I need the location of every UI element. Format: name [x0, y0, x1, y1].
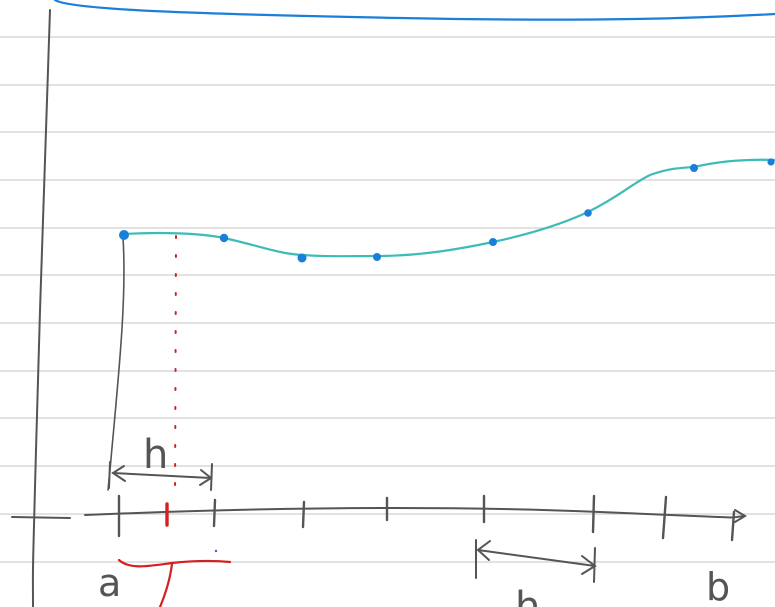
ruled-lines [0, 36, 775, 563]
tick-mark [212, 498, 217, 528]
red-brace [117, 558, 232, 607]
sample-point [584, 209, 592, 217]
h-arrow-bottom-left-head [476, 540, 491, 561]
vertical-line-at-a [107, 237, 125, 491]
tick-mark [730, 510, 736, 542]
h-arrow-top-right-bar [210, 463, 213, 491]
h-arrow-top-left-head [111, 465, 126, 482]
h-arrow-bottom-shaft [477, 549, 596, 567]
red-dotted-line [174, 235, 177, 501]
x-axis [11, 507, 746, 519]
label-a: a [98, 561, 121, 605]
tick-mark [301, 500, 306, 529]
red-dot [214, 549, 218, 553]
sample-point [690, 164, 698, 172]
sample-point [489, 238, 497, 246]
sample-points [119, 158, 775, 263]
sample-point [767, 158, 775, 166]
h-arrow-bottom [475, 539, 597, 583]
h-label-bottom: h [515, 584, 540, 607]
tick-mark [591, 494, 596, 534]
y-axis [31, 9, 51, 607]
h-arrow-top-shaft [112, 472, 212, 479]
sample-point [297, 253, 307, 263]
blue-curve-top [53, 0, 775, 21]
x-axis-ticks [117, 494, 736, 542]
sample-point [219, 233, 229, 243]
sample-point [119, 230, 129, 240]
label-b: b [706, 565, 730, 607]
teal-curve [121, 158, 775, 258]
h-arrow-top [108, 461, 213, 491]
sample-point [373, 253, 381, 261]
h-label-top: h [143, 432, 168, 478]
x-axis-arrow [734, 509, 747, 523]
h-arrow-bottom-right-bar [593, 547, 596, 583]
h-arrow-top-left-bar [108, 461, 111, 489]
tick-mark [661, 495, 668, 540]
